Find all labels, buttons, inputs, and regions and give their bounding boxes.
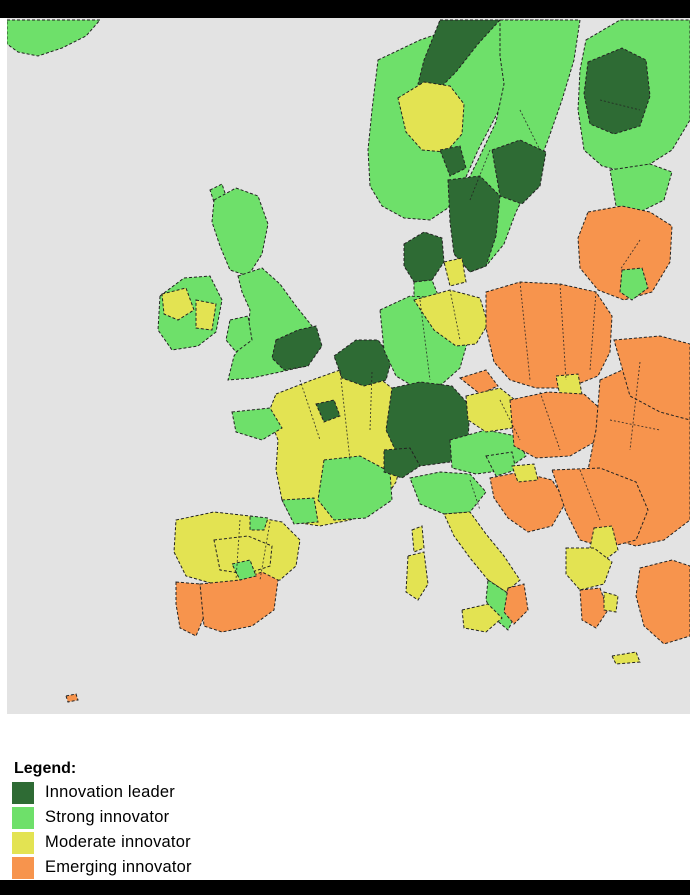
map-svg bbox=[7, 19, 690, 703]
region-finland-south bbox=[609, 163, 673, 213]
internal-border-lines bbox=[235, 99, 661, 581]
region-spain-madrid bbox=[231, 559, 257, 581]
region-sweden-leader-a bbox=[491, 139, 547, 205]
region-switzerland bbox=[383, 447, 421, 479]
region-crete bbox=[611, 651, 641, 665]
region-italy-north bbox=[409, 471, 487, 515]
region-sweden-leader-b bbox=[447, 175, 501, 273]
region-baltics bbox=[577, 205, 673, 301]
region-france-southeast bbox=[317, 455, 393, 521]
region-czech-small bbox=[458, 369, 499, 395]
legend-item-emerging-innovator: Emerging innovator bbox=[12, 855, 192, 880]
region-ireland-moderate bbox=[161, 287, 195, 321]
legend-label-moderate-innovator: Moderate innovator bbox=[45, 833, 191, 851]
region-france-brittany bbox=[231, 407, 283, 441]
region-portugal bbox=[175, 581, 207, 637]
region-ireland-moderate-b bbox=[195, 299, 217, 331]
legend-item-moderate-innovator: Moderate innovator bbox=[12, 830, 192, 855]
region-benelux bbox=[333, 339, 393, 387]
region-corsica bbox=[411, 525, 425, 553]
region-serbia-bulgaria bbox=[551, 467, 649, 549]
region-norway-north bbox=[417, 19, 502, 93]
region-spain-central bbox=[213, 535, 273, 575]
region-turkey-edge bbox=[635, 559, 690, 645]
region-poland bbox=[485, 281, 613, 389]
legend-swatch-moderate-innovator bbox=[12, 831, 34, 854]
region-ukraine-edge bbox=[613, 335, 690, 421]
legend-item-strong-innovator: Strong innovator bbox=[12, 805, 192, 830]
legend: Legend: Innovation leader Strong innovat… bbox=[12, 760, 192, 880]
legend-label-strong-innovator: Strong innovator bbox=[45, 808, 170, 826]
region-sweden-gotland bbox=[439, 145, 467, 177]
region-sicily bbox=[461, 603, 503, 633]
legend-label-innovation-leader: Innovation leader bbox=[45, 783, 175, 801]
top-black-bar bbox=[0, 0, 690, 18]
region-slovenia bbox=[485, 451, 517, 477]
region-canary-islets bbox=[65, 693, 79, 703]
region-sardinia bbox=[405, 551, 429, 601]
legend-title: Legend: bbox=[14, 760, 77, 777]
region-denmark-moderate bbox=[443, 257, 467, 287]
region-baltics-strong bbox=[619, 267, 649, 301]
region-scotland bbox=[211, 187, 269, 277]
region-greenland-fragment bbox=[7, 19, 102, 57]
region-croatia-zagreb bbox=[511, 463, 539, 483]
legend-swatch-emerging-innovator bbox=[12, 856, 34, 879]
region-france-toulouse bbox=[281, 497, 319, 525]
region-greece-north bbox=[565, 547, 613, 591]
region-czechia bbox=[465, 387, 521, 433]
region-spain-south bbox=[199, 571, 279, 633]
region-denmark bbox=[403, 231, 445, 283]
legend-item-innovation-leader: Innovation leader bbox=[12, 780, 192, 805]
europe-innovation-map bbox=[7, 18, 690, 714]
region-greece-attica bbox=[603, 591, 619, 613]
region-italy-central bbox=[443, 511, 521, 593]
region-germany-north bbox=[413, 289, 489, 347]
legend-swatch-strong-innovator bbox=[12, 806, 34, 829]
region-slovakia-hungary bbox=[509, 391, 605, 459]
region-finland-leader bbox=[583, 47, 651, 135]
region-england-southeast bbox=[271, 325, 323, 371]
bottom-black-bar bbox=[0, 880, 690, 895]
legend-swatch-innovation-leader bbox=[12, 781, 34, 804]
region-wales bbox=[225, 315, 253, 353]
region-spain-basque bbox=[249, 515, 269, 531]
region-calabria bbox=[503, 583, 529, 625]
region-greece-south bbox=[579, 587, 609, 629]
region-norway-moderate bbox=[397, 81, 465, 153]
legend-label-emerging-innovator: Emerging innovator bbox=[45, 858, 192, 876]
region-france-idf bbox=[315, 399, 341, 423]
